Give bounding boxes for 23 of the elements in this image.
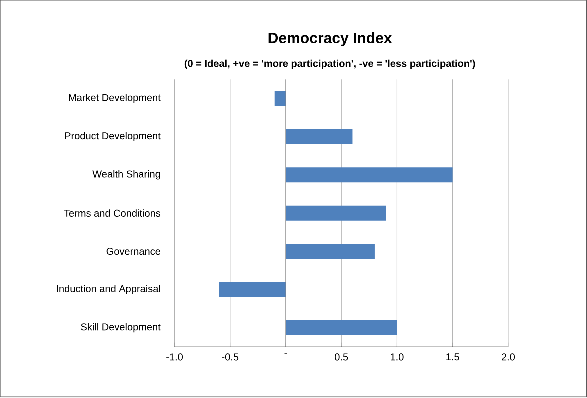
y-tick-label: Skill Development (81, 324, 161, 333)
y-tick-label: Governance (106, 248, 160, 256)
x-tick-label: 0.5 (335, 354, 348, 361)
bar (274, 91, 286, 106)
chart-subtitle: (0 = Ideal, +ve = 'more participation', -ve = 'less participation') (184, 60, 476, 70)
x-tick-label: - (284, 354, 288, 355)
x-tick-label: -0.5 (222, 354, 239, 361)
bar (286, 130, 353, 145)
y-tick-label: Market Development (69, 94, 161, 104)
y-tick-label: Wealth Sharing (92, 170, 160, 180)
bar (286, 206, 386, 222)
y-tick-label: Induction and Appraisal (57, 285, 160, 295)
x-tick-label: 1.0 (391, 354, 404, 361)
chart-title: Democracy Index (268, 32, 392, 47)
bar (286, 320, 398, 336)
bar (219, 282, 286, 298)
bar (286, 168, 453, 183)
x-tick-label: 1.5 (446, 354, 460, 361)
x-tick-label: 2.0 (502, 354, 516, 361)
y-tick-label: Product Development (65, 132, 161, 142)
x-tick-label: -1.0 (166, 354, 184, 361)
bar (286, 244, 375, 260)
y-tick-label: Terms and Conditions (64, 210, 161, 218)
